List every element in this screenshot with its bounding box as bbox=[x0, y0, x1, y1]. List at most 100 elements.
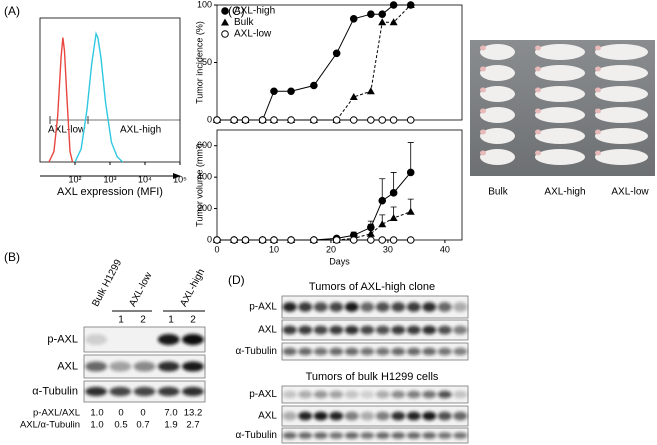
band bbox=[329, 347, 344, 356]
band bbox=[133, 386, 156, 397]
photo-label: Bulk bbox=[488, 187, 508, 198]
y-tick-label: 200 bbox=[197, 203, 212, 213]
band bbox=[391, 325, 406, 335]
band bbox=[157, 361, 180, 372]
band bbox=[422, 347, 437, 356]
band bbox=[360, 302, 375, 312]
x-axis-label: Days bbox=[329, 256, 350, 266]
mouse-ear bbox=[535, 66, 541, 72]
band bbox=[109, 361, 132, 372]
mouse bbox=[480, 128, 515, 144]
mouse bbox=[535, 65, 585, 81]
band bbox=[282, 411, 297, 421]
band bbox=[344, 325, 359, 335]
mouse bbox=[535, 149, 585, 165]
mouse-ear bbox=[595, 87, 601, 93]
x-tick-label: 0 bbox=[214, 244, 219, 254]
annotation: AXL-low bbox=[48, 125, 86, 136]
quant-value: 0.7 bbox=[136, 420, 149, 431]
band bbox=[298, 325, 313, 335]
x-tick-label: 10³ bbox=[103, 174, 116, 184]
legend-label: Bulk bbox=[234, 17, 254, 28]
row-label: AXL bbox=[57, 360, 78, 372]
mouse bbox=[595, 149, 648, 165]
row-label: p-AXL bbox=[249, 302, 277, 313]
band bbox=[437, 390, 452, 399]
band bbox=[85, 334, 107, 345]
y-tick-label: 600 bbox=[197, 140, 212, 150]
band bbox=[182, 334, 204, 345]
band bbox=[157, 334, 180, 345]
quant-value: 0 bbox=[140, 408, 145, 419]
mouse bbox=[595, 107, 648, 123]
marker bbox=[367, 10, 375, 18]
quant-value: 7.0 bbox=[164, 408, 177, 419]
mouse-ear bbox=[595, 150, 601, 156]
band bbox=[329, 325, 344, 335]
mouse bbox=[535, 44, 585, 60]
band bbox=[282, 347, 297, 356]
band bbox=[437, 302, 452, 312]
band bbox=[375, 411, 390, 421]
marker bbox=[310, 81, 318, 90]
band bbox=[437, 347, 452, 356]
mouse-ear bbox=[595, 66, 601, 72]
band bbox=[391, 411, 406, 421]
band bbox=[282, 302, 297, 312]
legend-marker bbox=[221, 7, 229, 15]
band bbox=[437, 432, 452, 439]
band bbox=[375, 347, 390, 356]
marker bbox=[366, 87, 375, 95]
marker bbox=[287, 87, 295, 96]
marker bbox=[378, 18, 387, 26]
band bbox=[391, 347, 406, 356]
marker bbox=[389, 18, 398, 26]
band bbox=[313, 432, 328, 439]
marker bbox=[406, 168, 415, 177]
band bbox=[406, 411, 421, 421]
band bbox=[360, 411, 375, 421]
band bbox=[406, 302, 421, 312]
band bbox=[406, 390, 421, 399]
x-tick-label: 10 bbox=[269, 244, 279, 254]
mouse-ear bbox=[595, 129, 601, 135]
column-label: AXL-low bbox=[127, 270, 155, 309]
band bbox=[375, 302, 390, 312]
mouse-ear bbox=[480, 129, 486, 135]
marker bbox=[406, 207, 415, 215]
mouse bbox=[480, 44, 515, 60]
blot-frame bbox=[281, 295, 469, 319]
legend-label: AXL-low bbox=[234, 29, 272, 40]
mouse bbox=[595, 65, 648, 81]
mouse-ear bbox=[595, 45, 601, 51]
y-tick-label: 400 bbox=[197, 172, 212, 182]
blot-title: Tumors of bulk H1299 cells bbox=[306, 371, 439, 383]
mouse-ear bbox=[480, 150, 486, 156]
legend-marker bbox=[221, 18, 229, 26]
band bbox=[298, 302, 313, 312]
band bbox=[313, 302, 328, 312]
band bbox=[344, 347, 359, 356]
blot-frame bbox=[281, 319, 469, 341]
band bbox=[182, 386, 204, 397]
row-label: α-Tubulin bbox=[235, 346, 277, 357]
mouse-ear bbox=[535, 87, 541, 93]
legend-label: AXL-high bbox=[234, 6, 275, 17]
band bbox=[329, 411, 344, 421]
marker bbox=[367, 236, 375, 244]
marker bbox=[287, 116, 295, 124]
blot-frame bbox=[281, 427, 469, 444]
x-tick-label: 20 bbox=[326, 244, 336, 254]
x-tick-label: 10⁴ bbox=[138, 174, 152, 184]
marker bbox=[258, 236, 267, 244]
marker bbox=[241, 236, 250, 244]
marker bbox=[332, 236, 341, 244]
marker bbox=[270, 87, 278, 96]
panel-label: (A) bbox=[4, 4, 20, 18]
band bbox=[422, 302, 437, 312]
marker bbox=[310, 236, 318, 244]
quant-label: AXL/α-Tubulin bbox=[20, 420, 80, 431]
band bbox=[85, 386, 107, 397]
series-line bbox=[217, 172, 412, 241]
band bbox=[453, 325, 468, 335]
